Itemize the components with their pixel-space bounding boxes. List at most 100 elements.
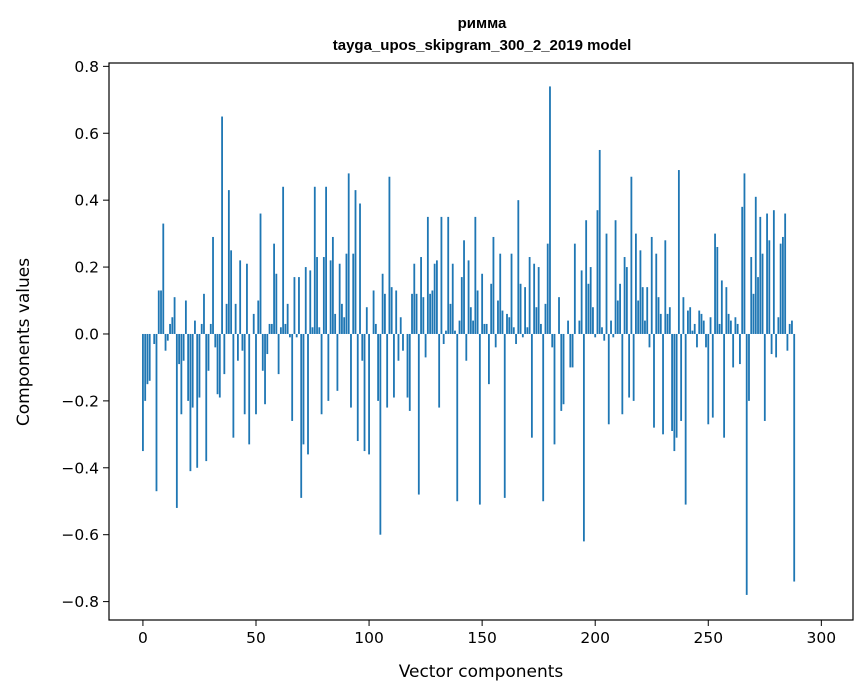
bar-157 — [497, 300, 499, 334]
bar-66 — [291, 333, 294, 421]
bar-229 — [659, 313, 662, 334]
bar-26 — [200, 323, 203, 334]
bar-103 — [374, 323, 377, 334]
bar-50 — [255, 333, 257, 415]
x-tick-label-50: 50 — [246, 629, 266, 647]
bar-166 — [517, 200, 520, 334]
bar-230 — [662, 333, 664, 435]
bar-209 — [614, 220, 617, 334]
bar-272 — [757, 277, 759, 334]
bar-249 — [705, 333, 707, 348]
bar-241 — [687, 310, 689, 334]
bar-160 — [503, 333, 506, 498]
bar-255 — [718, 323, 721, 334]
bar-151 — [483, 323, 486, 334]
bar-80 — [322, 257, 325, 334]
bar-275 — [763, 333, 766, 421]
bar-74 — [309, 270, 312, 334]
bar-257 — [723, 333, 726, 438]
bar-52 — [259, 213, 262, 334]
bar-279 — [772, 210, 775, 334]
bar-225 — [650, 236, 653, 334]
x-tick-label-200: 200 — [580, 629, 610, 647]
bar-76 — [313, 186, 316, 334]
bar-244 — [693, 323, 696, 334]
bar-24 — [196, 333, 199, 468]
y-tick-label-5: 0.2 — [74, 259, 99, 277]
bar-55 — [266, 333, 269, 355]
bar-162 — [508, 317, 511, 334]
bar-288 — [793, 333, 796, 582]
bar-177 — [542, 333, 545, 502]
bar-30 — [209, 323, 212, 334]
bar-181 — [551, 333, 554, 348]
bar-33 — [216, 333, 219, 395]
bar-190 — [571, 333, 574, 368]
bar-60 — [277, 333, 280, 375]
bar-163 — [510, 253, 513, 334]
bar-233 — [668, 307, 671, 334]
bar-54 — [264, 333, 266, 405]
bar-111 — [393, 333, 395, 398]
bar-196 — [585, 220, 588, 334]
bar-134 — [445, 330, 447, 334]
bar-193 — [578, 320, 581, 334]
bar-85 — [334, 313, 337, 334]
bar-248 — [702, 320, 705, 334]
bar-45 — [243, 333, 246, 415]
bar-115 — [402, 333, 404, 351]
bar-256 — [720, 280, 723, 334]
bar-198 — [589, 267, 592, 334]
bar-90 — [345, 253, 348, 334]
bar-144 — [467, 260, 470, 334]
bar-194 — [580, 270, 583, 334]
bar-265 — [741, 206, 744, 334]
y-tick-label-3: −0.2 — [61, 392, 99, 410]
bar-259 — [727, 313, 730, 334]
bar-139 — [456, 333, 459, 502]
bar-112 — [395, 290, 398, 334]
bar-53 — [261, 333, 264, 371]
y-axis-label: Components values — [14, 258, 34, 426]
bar-98 — [363, 333, 366, 452]
bar-227 — [655, 253, 658, 334]
bar-284 — [784, 213, 787, 334]
bar-179 — [546, 243, 549, 334]
bar-51 — [257, 300, 260, 334]
bar-136 — [449, 303, 452, 334]
bar-145 — [469, 307, 472, 334]
bar-211 — [619, 283, 621, 334]
bar-20 — [187, 333, 190, 401]
bar-128 — [431, 290, 434, 334]
x-axis-label: Vector components — [399, 662, 564, 682]
bar-135 — [447, 216, 450, 334]
bar-156 — [494, 333, 497, 348]
bar-195 — [582, 333, 585, 542]
bar-280 — [775, 333, 778, 358]
bar-153 — [488, 333, 490, 385]
bar-210 — [616, 300, 619, 334]
bar-201 — [596, 210, 599, 334]
bar-96 — [359, 203, 361, 334]
bar-71 — [302, 333, 305, 445]
bar-119 — [411, 293, 413, 334]
bar-8 — [160, 290, 162, 334]
bar-113 — [397, 333, 400, 361]
bar-35 — [221, 116, 223, 334]
bar-260 — [729, 320, 732, 334]
bar-202 — [598, 149, 601, 334]
bar-205 — [605, 233, 608, 334]
bar-175 — [537, 267, 540, 334]
bar-159 — [501, 310, 504, 334]
bar-92 — [350, 333, 352, 408]
bar-232 — [666, 313, 669, 334]
bar-213 — [623, 257, 626, 334]
bar-106 — [381, 273, 384, 334]
plot-frame — [108, 62, 854, 621]
bar-99 — [365, 307, 368, 334]
bar-222 — [644, 320, 646, 334]
bar-208 — [612, 333, 615, 338]
bar-81 — [325, 186, 327, 334]
bar-73 — [307, 333, 309, 455]
